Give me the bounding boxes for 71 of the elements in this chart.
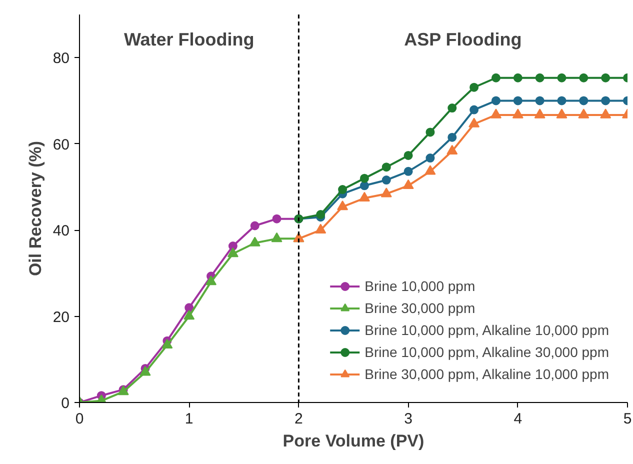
point [382,176,391,185]
x-tick-label: 4 [514,410,522,428]
point [360,174,369,183]
point [491,73,500,82]
point [404,166,413,176]
point [600,108,612,118]
point [513,73,522,82]
x-tick-label: 1 [184,410,194,428]
point [338,185,348,194]
x-tick-label: 3 [404,410,412,428]
point [601,73,610,82]
point [404,150,413,160]
point [557,73,566,82]
annotation: ASP Flooding [404,30,522,50]
point [358,192,370,202]
point [470,82,479,92]
point [426,128,435,137]
y-tick-label: 20 [52,308,70,326]
legend-label: Brine 30,000 ppm, Alkaline 10,000 ppm [364,366,609,382]
point [448,104,457,113]
point [578,108,590,118]
point [249,236,260,246]
point [512,108,524,118]
point [315,224,326,234]
point [556,108,568,118]
point [491,96,500,106]
point [206,276,217,286]
point [184,310,195,320]
y-tick-label: 80 [52,50,70,68]
point [470,105,479,114]
point [272,214,282,224]
point [380,188,392,198]
point [228,242,238,250]
legend-label: Brine 10,000 ppm, Alkaline 10,000 ppm [364,322,609,338]
point [424,165,436,175]
point [184,303,194,312]
point [227,247,238,258]
legend-label: Brine 10,000 ppm [364,278,476,294]
point [426,154,435,163]
point [490,108,502,118]
point [535,96,544,106]
point [513,96,522,106]
point [337,200,348,210]
y-tick-label: 40 [52,222,70,240]
x-tick-label: 2 [294,410,303,428]
point [382,162,391,172]
point [468,118,480,128]
point [557,96,566,106]
point [162,338,173,349]
point [535,73,544,82]
point [402,179,414,190]
annotation: Water Flooding [124,30,254,50]
y-axis-title: Oil Recovery (%) [26,140,45,276]
point [601,96,610,106]
legend-label: Brine 30,000 ppm [364,300,476,316]
point [579,73,588,82]
point [446,144,458,155]
point [250,221,260,230]
y-tick-label: 60 [52,136,70,154]
point [271,232,282,242]
y-tick-label: 0 [61,395,70,412]
x-tick-label: 5 [623,410,632,428]
point [316,210,326,220]
x-tick-label: 0 [75,410,84,428]
point [448,132,457,142]
x-axis-title: Pore Volume (PV) [282,432,424,450]
point [534,108,546,118]
point [579,96,588,106]
point [360,181,369,190]
point [140,366,151,376]
legend-label: Brine 10,000 ppm, Alkaline 30,000 ppm [364,344,609,360]
